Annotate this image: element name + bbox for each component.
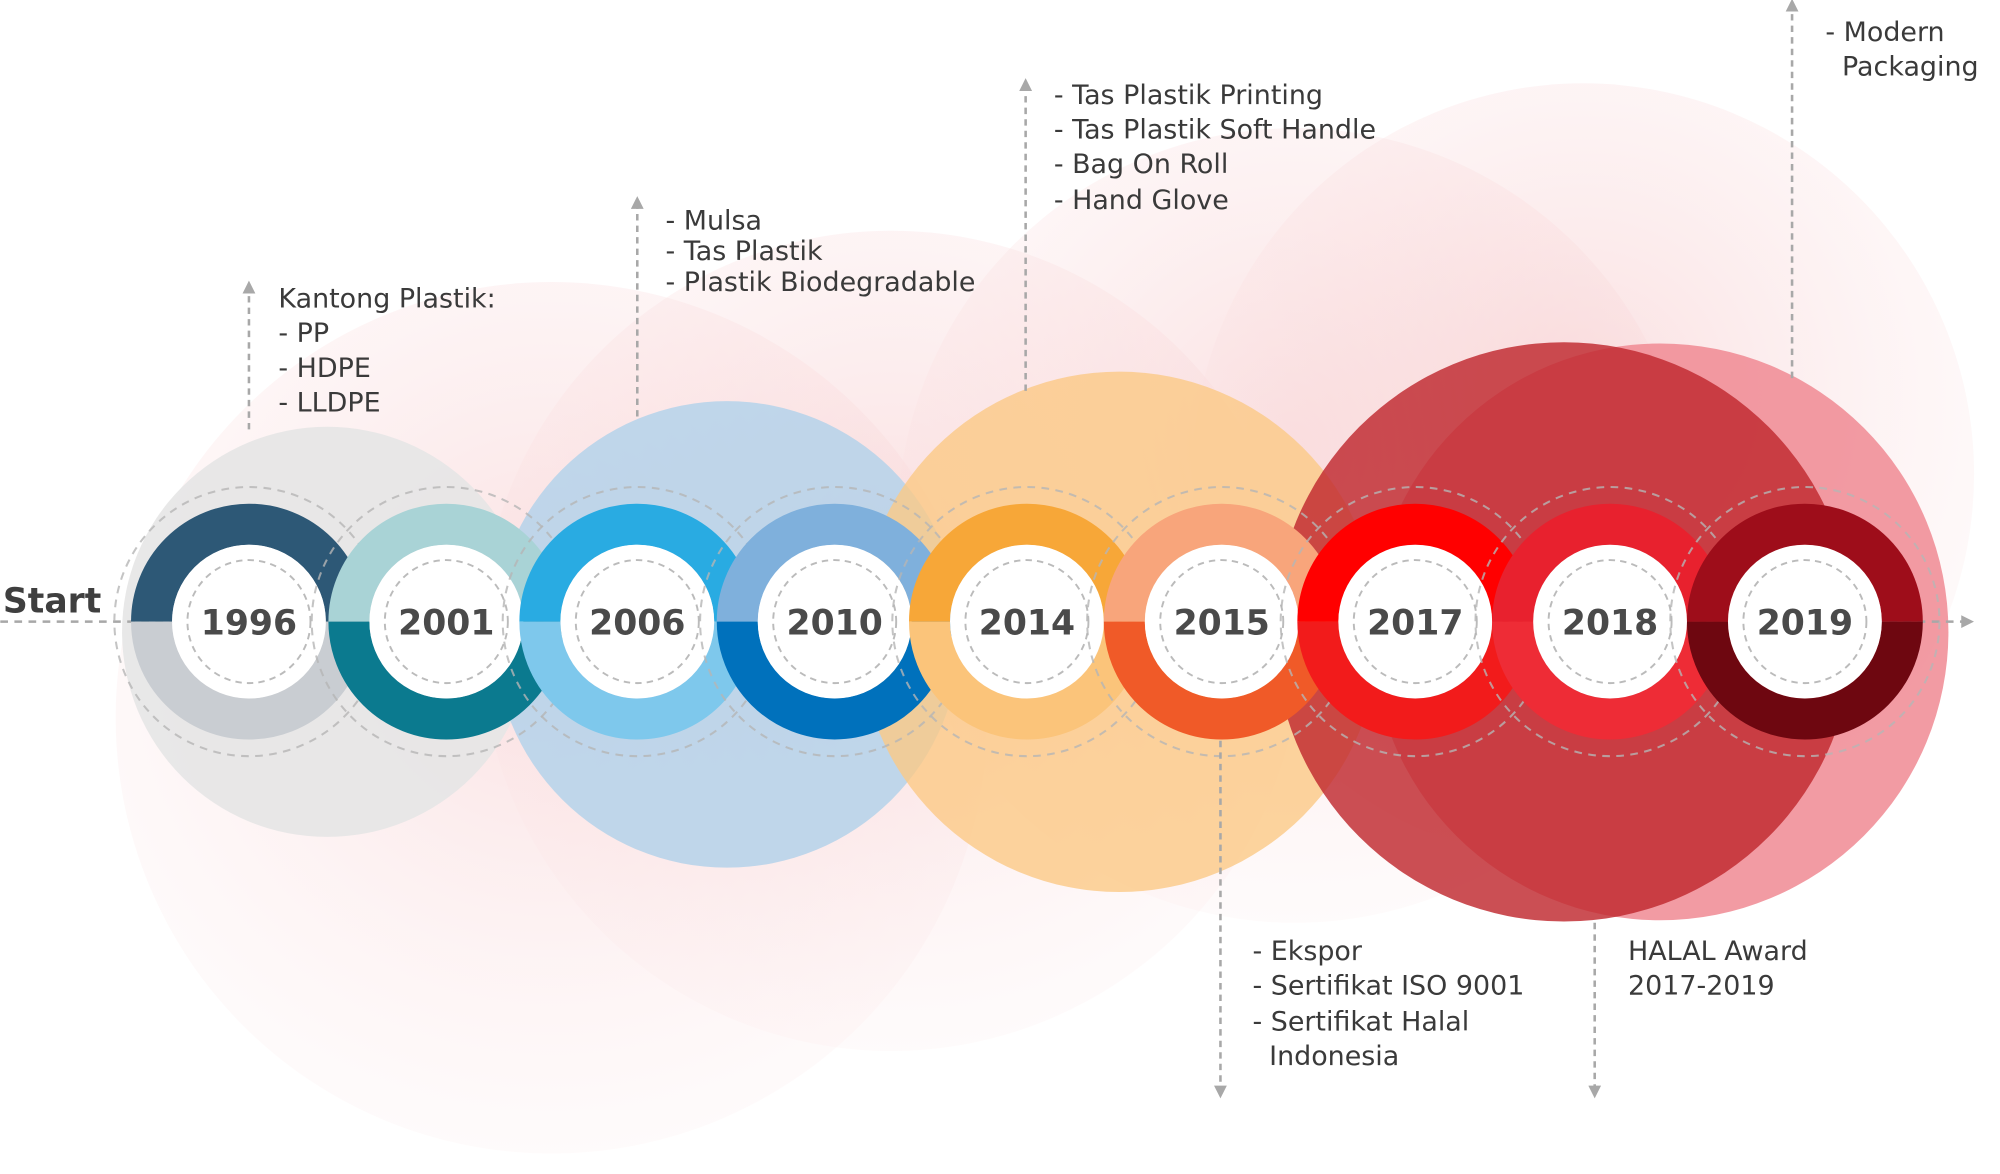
note-line: 2017-2019 <box>1628 971 1775 1002</box>
milestone: 2006 <box>501 486 773 758</box>
note: - Tas Plastik Printing- Tas Plastik Soft… <box>1019 78 1376 391</box>
note: - Ekspor - Sertifikat ISO 9001 - Sertifika… <box>1214 740 1524 1099</box>
year-label: 1996 <box>201 603 297 643</box>
milestone: 1996 <box>113 486 385 758</box>
year-label: 2019 <box>1757 603 1853 643</box>
note-line: HALAL Award <box>1628 936 1808 967</box>
note-line: - Mulsa <box>665 205 762 236</box>
year-label: 2017 <box>1367 603 1463 643</box>
note-line: - Ekspor <box>1252 936 1362 967</box>
year-label: 2014 <box>979 603 1075 643</box>
note: - Mulsa- Tas Plastik- Plastik Biodegrada… <box>630 196 975 417</box>
ring-center <box>1144 544 1299 699</box>
inner-dash <box>1742 559 1868 685</box>
note: Kantong Plastik:- PP - HDPE- LLDPE <box>242 280 496 430</box>
note-line: Packaging <box>1842 52 1979 83</box>
year-label: 2001 <box>398 603 494 643</box>
ring-center <box>950 544 1104 699</box>
note-line: - Tas Plastik Printing <box>1054 80 1323 111</box>
ring-center <box>560 544 715 699</box>
note-line: - Tas Plastik <box>665 236 823 267</box>
inner-dash <box>964 559 1090 685</box>
note-line: - PP <box>278 318 329 349</box>
notes: Kantong Plastik:- PP - HDPE- LLDPE - Mulsa… <box>242 0 1979 1099</box>
year-label: 2018 <box>1562 603 1658 643</box>
ring-center <box>172 544 326 699</box>
ring-bottom <box>519 621 756 740</box>
ring-bottom <box>1686 621 1923 740</box>
ring-center <box>1533 544 1687 699</box>
ring-center <box>757 544 912 699</box>
note-line: - Sertifikat ISO 9001 <box>1252 971 1524 1002</box>
ring-bottom <box>131 621 367 740</box>
inner-dash <box>772 559 898 685</box>
year-label: 2015 <box>1174 603 1270 643</box>
note-line: - Sertifikat Halal <box>1252 1006 1469 1037</box>
milestones: 1996 2001 2006 2010 2014 2015 2017 2018 2019 <box>113 486 1941 758</box>
note-line: - Plastik Biodegradable <box>665 267 975 298</box>
milestone: 2019 <box>1669 486 1941 758</box>
note-line: - Tas Plastik Soft Handle <box>1054 114 1376 145</box>
inner-dash <box>1159 559 1285 685</box>
start-label: Start <box>3 582 101 622</box>
inner-dash <box>574 559 700 685</box>
year-label: 2006 <box>589 603 685 643</box>
ring-top <box>131 503 367 623</box>
ring-center <box>1338 544 1493 699</box>
note-line: Indonesia <box>1269 1041 1399 1072</box>
note-line: - Modern <box>1825 17 1944 48</box>
inner-dash <box>1352 559 1478 685</box>
ring-top <box>1686 503 1923 623</box>
ring-center <box>369 544 524 699</box>
ring-center <box>1727 544 1882 699</box>
note-line: - LLDPE <box>278 387 380 418</box>
note-line: - Hand Glove <box>1054 185 1229 216</box>
note-line: - HDPE <box>278 353 370 384</box>
note: - Modern Packaging <box>1785 0 1979 379</box>
note: HALAL Award 2017-2019 <box>1588 922 1808 1099</box>
note-line: Kantong Plastik: <box>278 284 495 315</box>
note-line: - Bag On Roll <box>1054 149 1229 180</box>
inner-dash <box>1547 559 1673 685</box>
year-label: 2010 <box>787 603 883 643</box>
inner-dash <box>383 559 509 685</box>
outer-dash <box>1669 486 1941 758</box>
ring-top <box>519 503 756 623</box>
inner-dash <box>186 559 312 685</box>
